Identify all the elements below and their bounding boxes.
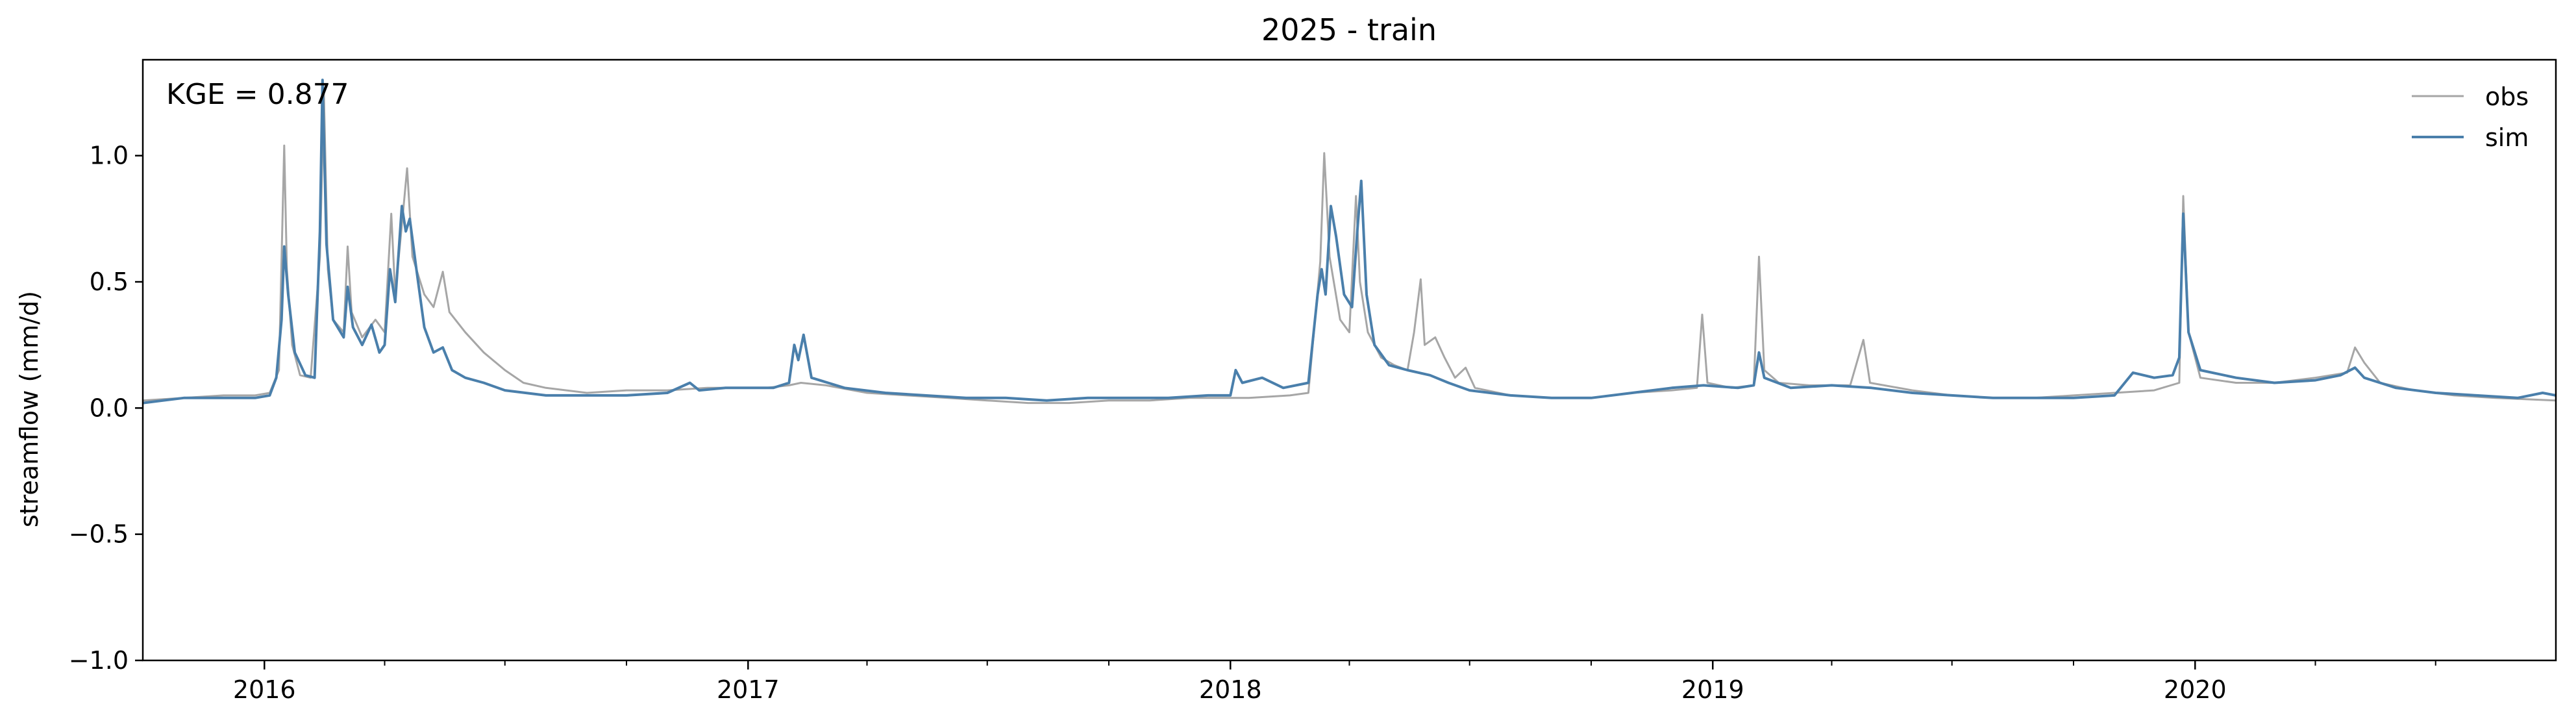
series-layer [143, 79, 2556, 405]
legend: obs sim [2412, 82, 2529, 152]
x-tick-label: 2019 [1681, 675, 1744, 704]
x-tick-label: 2018 [1199, 675, 1262, 704]
legend-label-sim: sim [2485, 123, 2529, 152]
legend-label-obs: obs [2485, 82, 2529, 111]
y-axis-ticks: 1.0 0.5 0.0 −0.5 −1.0 [69, 142, 143, 675]
y-tick-label: 0.5 [90, 268, 129, 296]
y-axis-label: streamflow (mm/d) [15, 291, 43, 527]
chart-title: 2025 - train [1261, 12, 1437, 47]
x-tick-label: 2020 [2164, 675, 2227, 704]
y-tick-label: −1.0 [69, 646, 129, 675]
y-tick-label: −0.5 [69, 520, 129, 549]
x-axis-ticks: 2016 2017 2018 2019 2020 [233, 660, 2436, 704]
kge-annotation: KGE = 0.877 [166, 78, 349, 111]
y-tick-label: 0.0 [90, 394, 129, 422]
y-tick-label: 1.0 [90, 142, 129, 170]
series-line-sim [143, 79, 2556, 405]
x-tick-label: 2016 [233, 675, 296, 704]
x-tick-label: 2017 [717, 675, 780, 704]
